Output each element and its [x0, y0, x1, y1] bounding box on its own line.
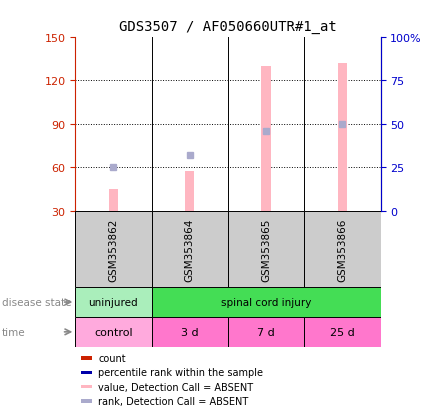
Text: GSM353862: GSM353862: [108, 218, 118, 281]
Text: disease state: disease state: [2, 297, 72, 307]
Bar: [75, 287, 151, 317]
Text: GSM353866: GSM353866: [338, 218, 347, 281]
Bar: [81, 399, 92, 403]
Bar: [151, 317, 228, 347]
Text: rank, Detection Call = ABSENT: rank, Detection Call = ABSENT: [98, 396, 249, 406]
Title: GDS3507 / AF050660UTR#1_at: GDS3507 / AF050660UTR#1_at: [119, 20, 337, 34]
Text: percentile rank within the sample: percentile rank within the sample: [98, 368, 263, 377]
Text: 7 d: 7 d: [257, 327, 275, 337]
Bar: [228, 211, 304, 287]
Bar: [304, 317, 381, 347]
Bar: [81, 370, 92, 375]
Text: GSM353864: GSM353864: [185, 218, 195, 281]
Text: 3 d: 3 d: [181, 327, 199, 337]
Bar: [304, 211, 381, 287]
Bar: [151, 211, 228, 287]
Text: GSM353865: GSM353865: [261, 218, 271, 281]
Text: count: count: [98, 354, 126, 363]
Bar: [75, 317, 151, 347]
Text: control: control: [94, 327, 133, 337]
Text: time: time: [2, 327, 26, 337]
Bar: [338, 64, 347, 211]
Bar: [75, 211, 151, 287]
Bar: [109, 189, 118, 211]
Text: 25 d: 25 d: [330, 327, 355, 337]
Text: spinal cord injury: spinal cord injury: [221, 297, 311, 307]
Bar: [81, 356, 92, 361]
Bar: [228, 317, 304, 347]
Bar: [185, 172, 194, 211]
Text: value, Detection Call = ABSENT: value, Detection Call = ABSENT: [98, 382, 253, 392]
Bar: [151, 287, 381, 317]
Text: uninjured: uninjured: [89, 297, 138, 307]
Bar: [261, 66, 270, 211]
Bar: [81, 385, 92, 389]
